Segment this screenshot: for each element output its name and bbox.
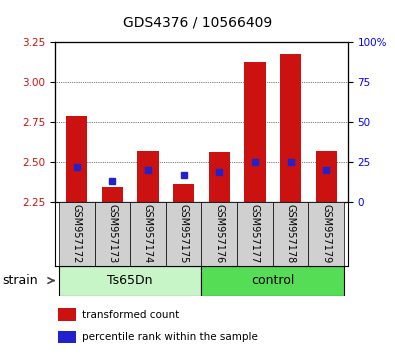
Text: GSM957179: GSM957179 bbox=[321, 204, 331, 263]
Bar bbox=[308, 202, 344, 266]
Bar bbox=[201, 266, 344, 296]
Text: GSM957172: GSM957172 bbox=[71, 204, 82, 263]
Text: GSM957178: GSM957178 bbox=[286, 204, 295, 263]
Text: GSM957173: GSM957173 bbox=[107, 204, 117, 263]
Bar bbox=[280, 53, 301, 202]
Bar bbox=[209, 152, 230, 202]
Bar bbox=[66, 116, 87, 202]
Bar bbox=[102, 188, 123, 202]
Bar bbox=[201, 202, 237, 266]
Text: GSM957176: GSM957176 bbox=[214, 204, 224, 263]
Text: GSM957175: GSM957175 bbox=[179, 204, 189, 263]
Text: percentile rank within the sample: percentile rank within the sample bbox=[82, 332, 258, 342]
Bar bbox=[94, 202, 130, 266]
Text: Ts65Dn: Ts65Dn bbox=[107, 274, 153, 287]
Bar bbox=[316, 151, 337, 202]
Text: GSM957174: GSM957174 bbox=[143, 204, 153, 263]
Text: control: control bbox=[251, 274, 294, 287]
Bar bbox=[59, 202, 94, 266]
Text: GSM957177: GSM957177 bbox=[250, 204, 260, 263]
Bar bbox=[59, 266, 201, 296]
Bar bbox=[58, 331, 76, 343]
Text: GDS4376 / 10566409: GDS4376 / 10566409 bbox=[123, 16, 272, 30]
Bar bbox=[244, 62, 265, 202]
Bar bbox=[273, 202, 308, 266]
Bar bbox=[137, 151, 159, 202]
Bar bbox=[58, 308, 76, 321]
Bar bbox=[130, 202, 166, 266]
Text: strain: strain bbox=[2, 274, 38, 287]
Bar bbox=[173, 184, 194, 202]
Text: transformed count: transformed count bbox=[82, 310, 179, 320]
Bar bbox=[237, 202, 273, 266]
Bar bbox=[166, 202, 201, 266]
